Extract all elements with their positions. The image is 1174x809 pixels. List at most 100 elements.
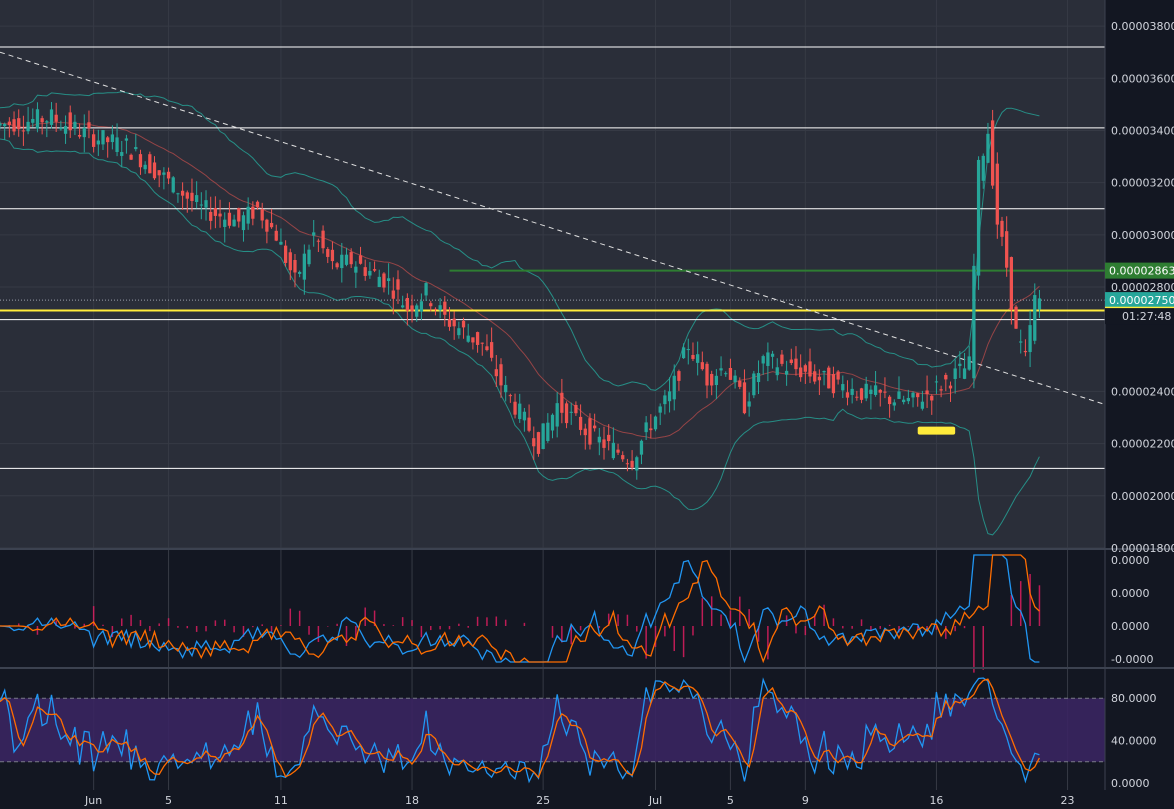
- candle-body: [934, 381, 939, 383]
- candle-body: [962, 368, 967, 379]
- candle-body: [546, 422, 550, 441]
- candle-body: [541, 423, 545, 449]
- time-tick-label: 5: [727, 794, 734, 807]
- candle-body: [981, 155, 985, 181]
- candle-body: [672, 375, 676, 400]
- price-tick-label: 0.00002200: [1111, 438, 1174, 451]
- candle-body: [171, 177, 175, 193]
- candle-body: [976, 159, 981, 276]
- candle-body: [59, 127, 63, 130]
- candle-body: [96, 140, 100, 145]
- trendline[interactable]: [0, 51, 1106, 405]
- candle-body: [902, 399, 906, 403]
- candle-body: [302, 253, 306, 280]
- candle-body: [489, 342, 494, 358]
- candle-body: [386, 278, 391, 281]
- horizontal-lines[interactable]: [0, 46, 1105, 469]
- candle-body: [45, 121, 49, 123]
- time-tick-label: Jun: [84, 794, 102, 807]
- candle-body: [588, 418, 592, 445]
- candle-body: [1037, 298, 1042, 310]
- candle-body: [377, 276, 381, 288]
- candles: [0, 102, 1042, 480]
- candle-body: [1009, 257, 1013, 310]
- candle-body: [691, 354, 695, 359]
- candle-body: [279, 241, 283, 245]
- candle-body: [883, 391, 887, 393]
- price-tick-label: 0.00003200: [1111, 177, 1174, 190]
- candle-body: [607, 434, 611, 442]
- time-tick-label: 23: [1061, 794, 1075, 807]
- candle-body: [162, 172, 166, 175]
- candle-body: [148, 154, 152, 174]
- candle-body: [166, 171, 171, 179]
- candle-body: [719, 368, 723, 371]
- candle-body: [176, 193, 180, 195]
- time-tick-label: 18: [405, 794, 419, 807]
- dashed-trendline: [0, 51, 1106, 405]
- candle-body: [714, 375, 719, 386]
- price-axis-ticks[interactable]: 0.00003800 0.00003600 0.00003400 0.00003200…: [1111, 20, 1174, 790]
- candle-body: [358, 255, 363, 264]
- candle-body: [1019, 341, 1023, 343]
- candle-body: [3, 123, 7, 127]
- candle-body: [101, 130, 105, 145]
- bb-lower: [0, 138, 1040, 536]
- price-tick-label: 0.00003800: [1111, 20, 1174, 33]
- candle-body: [522, 411, 527, 421]
- candle-body: [199, 204, 203, 206]
- time-tick-label: 5: [165, 794, 172, 807]
- macd-tick-label: 0.0000: [1111, 620, 1150, 633]
- candle-body: [784, 370, 789, 375]
- candle-body: [213, 208, 218, 216]
- candle-body: [508, 395, 512, 397]
- time-tick-label: 11: [274, 794, 288, 807]
- candle-body: [504, 384, 508, 393]
- candle-body: [157, 170, 161, 176]
- candle-body: [532, 438, 536, 447]
- candle-body: [841, 384, 845, 391]
- candle-body: [855, 396, 859, 398]
- candle-body: [372, 269, 377, 271]
- candle-body: [911, 392, 915, 398]
- candle-body: [40, 118, 44, 123]
- candle-body: [134, 147, 138, 150]
- candle-body: [457, 328, 461, 336]
- candle-body: [939, 389, 943, 391]
- candle-body: [944, 374, 948, 380]
- candle-body: [63, 126, 68, 134]
- candle-body: [227, 212, 232, 226]
- candle-body: [761, 356, 765, 364]
- candle-body: [1023, 350, 1028, 353]
- candle-body: [958, 363, 962, 366]
- candle-body: [330, 249, 335, 262]
- candle-body: [124, 138, 129, 141]
- time-axis-ticks[interactable]: Jun 5 11 18 25 Jul 5 9 16 23: [84, 794, 1074, 807]
- candle-body: [845, 392, 850, 398]
- candle-body: [312, 232, 316, 236]
- candle-body: [31, 118, 35, 123]
- candle-body: [700, 362, 704, 370]
- candle-body: [817, 376, 822, 381]
- candle-body: [649, 428, 653, 431]
- candle-body: [813, 371, 817, 382]
- candle-body: [597, 436, 601, 443]
- candle-body: [686, 349, 690, 351]
- candle-body: [897, 391, 901, 399]
- candle-body: [663, 395, 667, 405]
- price-tick-label: 0.00001800: [1111, 542, 1174, 555]
- time-tick-label: 16: [929, 794, 943, 807]
- price-tick-label: 0.00003000: [1111, 229, 1174, 242]
- candle-body: [593, 425, 597, 429]
- candle-body: [560, 392, 564, 413]
- macd-panel-bg: [0, 550, 1105, 667]
- candle-body: [471, 337, 475, 343]
- signal-line: [0, 554, 1040, 664]
- candle-body: [953, 368, 957, 379]
- candle-body: [850, 388, 854, 395]
- candle-body: [780, 354, 784, 364]
- candle-body: [438, 305, 442, 311]
- candle-body: [574, 404, 578, 414]
- candle-body: [363, 267, 367, 276]
